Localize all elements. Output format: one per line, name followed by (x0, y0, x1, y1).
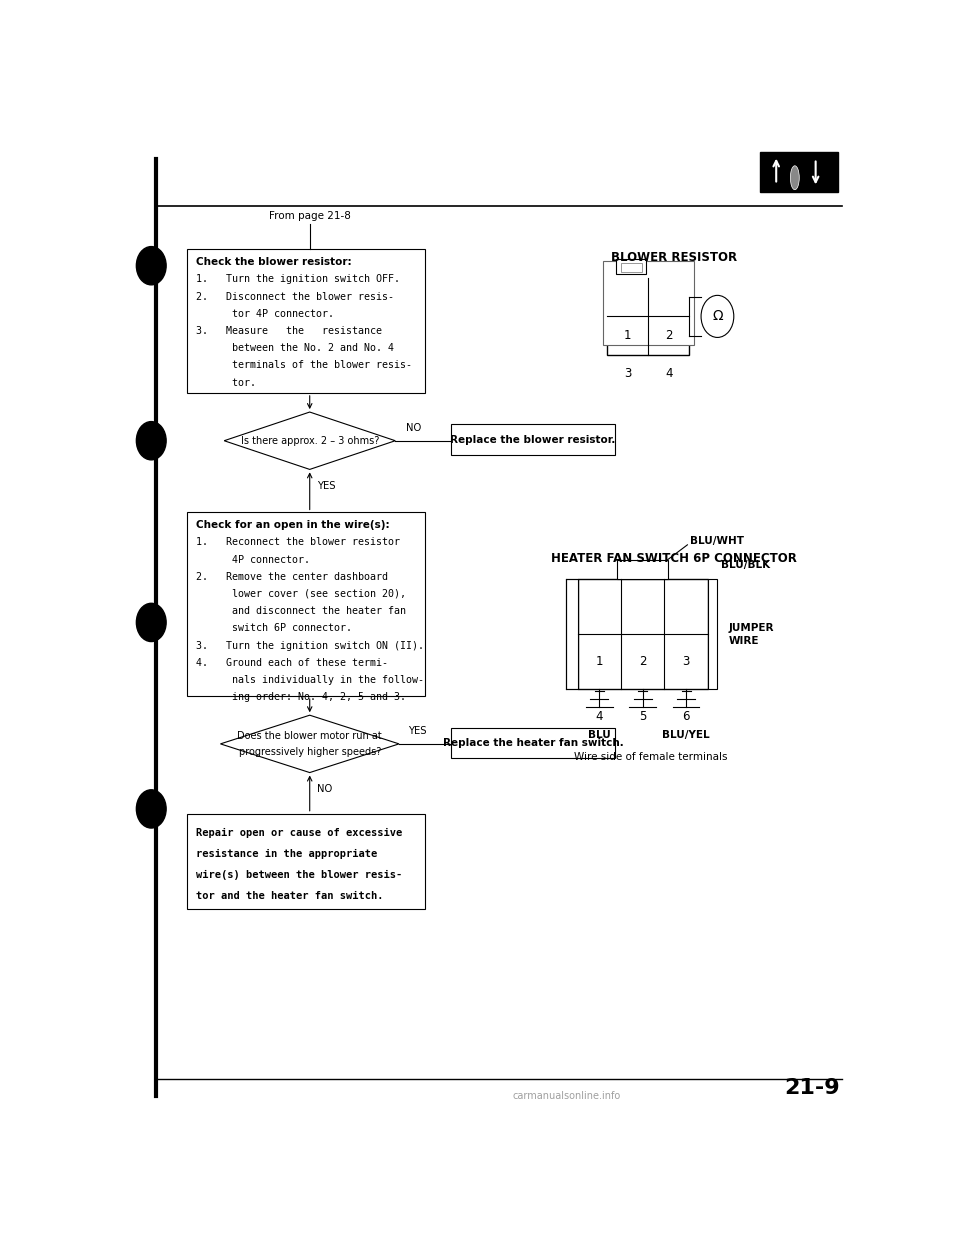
Text: 3.   Turn the ignition switch ON (II).: 3. Turn the ignition switch ON (II). (196, 641, 424, 651)
Text: 4.   Ground each of these termi-: 4. Ground each of these termi- (196, 658, 388, 668)
Text: 4: 4 (665, 368, 672, 380)
Text: 1.   Turn the ignition switch OFF.: 1. Turn the ignition switch OFF. (196, 274, 400, 284)
Text: YES: YES (408, 727, 426, 737)
Text: BLU: BLU (588, 729, 611, 739)
FancyBboxPatch shape (451, 425, 614, 455)
Text: nals individually in the follow-: nals individually in the follow- (196, 676, 424, 686)
Text: 2: 2 (665, 329, 672, 342)
Text: 1: 1 (624, 329, 632, 342)
Text: Check the blower resistor:: Check the blower resistor: (196, 257, 351, 267)
Text: 6: 6 (683, 710, 690, 723)
Text: between the No. 2 and No. 4: between the No. 2 and No. 4 (196, 343, 394, 353)
Text: 3: 3 (624, 368, 632, 380)
Text: Check for an open in the wire(s):: Check for an open in the wire(s): (196, 520, 390, 530)
Text: Ω: Ω (712, 309, 723, 323)
Text: BLU/BLK: BLU/BLK (721, 560, 770, 570)
Text: Does the blower motor run at: Does the blower motor run at (237, 732, 382, 741)
FancyBboxPatch shape (708, 579, 717, 689)
FancyBboxPatch shape (617, 560, 668, 579)
FancyBboxPatch shape (566, 579, 578, 689)
Text: 4: 4 (595, 710, 603, 723)
Circle shape (136, 421, 166, 460)
Text: Wire side of female terminals: Wire side of female terminals (574, 751, 728, 761)
Text: YES: YES (317, 481, 336, 491)
Text: resistance in the appropriate: resistance in the appropriate (196, 850, 377, 859)
Text: tor and the heater fan switch.: tor and the heater fan switch. (196, 892, 383, 902)
Text: 3: 3 (683, 656, 689, 668)
FancyBboxPatch shape (451, 728, 614, 758)
Text: NO: NO (406, 424, 421, 433)
Circle shape (136, 604, 166, 642)
FancyBboxPatch shape (187, 513, 425, 696)
Text: Replace the blower resistor.: Replace the blower resistor. (450, 435, 615, 445)
Text: tor 4P connector.: tor 4P connector. (196, 309, 334, 319)
Text: Replace the heater fan switch.: Replace the heater fan switch. (443, 738, 623, 748)
FancyBboxPatch shape (760, 152, 838, 193)
Circle shape (136, 247, 166, 284)
Text: HEATER FAN SWITCH 6P CONNECTOR: HEATER FAN SWITCH 6P CONNECTOR (551, 551, 797, 565)
Text: 2.   Disconnect the blower resis-: 2. Disconnect the blower resis- (196, 292, 394, 302)
Text: 1.   Reconnect the blower resistor: 1. Reconnect the blower resistor (196, 538, 400, 548)
Ellipse shape (790, 165, 800, 190)
Text: JUMPER
WIRE: JUMPER WIRE (729, 622, 774, 646)
Text: From page 21-8: From page 21-8 (269, 211, 350, 221)
Polygon shape (225, 412, 396, 469)
Text: Is there approx. 2 – 3 ohms?: Is there approx. 2 – 3 ohms? (241, 436, 379, 446)
Circle shape (136, 790, 166, 828)
Text: carmanualsonline.info: carmanualsonline.info (513, 1090, 620, 1100)
Text: lower cover (see section 20),: lower cover (see section 20), (196, 589, 406, 599)
Text: 2.   Remove the center dashboard: 2. Remove the center dashboard (196, 571, 388, 581)
FancyBboxPatch shape (187, 250, 425, 392)
Text: BLU/WHT: BLU/WHT (690, 537, 744, 546)
Text: BLU/YEL: BLU/YEL (662, 729, 709, 739)
Text: BLOWER RESISTOR: BLOWER RESISTOR (612, 251, 737, 263)
Text: 2: 2 (639, 656, 646, 668)
FancyBboxPatch shape (608, 278, 689, 355)
Text: 3.   Measure   the   resistance: 3. Measure the resistance (196, 325, 382, 337)
Text: ing order: No. 4, 2, 5 and 3.: ing order: No. 4, 2, 5 and 3. (196, 692, 406, 702)
Text: wire(s) between the blower resis-: wire(s) between the blower resis- (196, 871, 402, 881)
Text: 5: 5 (639, 710, 646, 723)
Text: NO: NO (317, 784, 332, 794)
Text: tor.: tor. (196, 378, 256, 388)
Text: terminals of the blower resis-: terminals of the blower resis- (196, 360, 412, 370)
Text: 1: 1 (595, 656, 603, 668)
FancyBboxPatch shape (621, 263, 641, 272)
Text: 4P connector.: 4P connector. (196, 554, 310, 565)
Text: 21-9: 21-9 (784, 1078, 840, 1098)
Text: switch 6P connector.: switch 6P connector. (196, 623, 352, 633)
Polygon shape (221, 715, 399, 773)
Text: and disconnect the heater fan: and disconnect the heater fan (196, 606, 406, 616)
FancyBboxPatch shape (187, 814, 425, 909)
Text: progressively higher speeds?: progressively higher speeds? (238, 746, 381, 756)
FancyBboxPatch shape (603, 261, 694, 345)
FancyBboxPatch shape (616, 260, 646, 274)
Text: Repair open or cause of excessive: Repair open or cause of excessive (196, 828, 402, 838)
FancyBboxPatch shape (578, 579, 708, 689)
